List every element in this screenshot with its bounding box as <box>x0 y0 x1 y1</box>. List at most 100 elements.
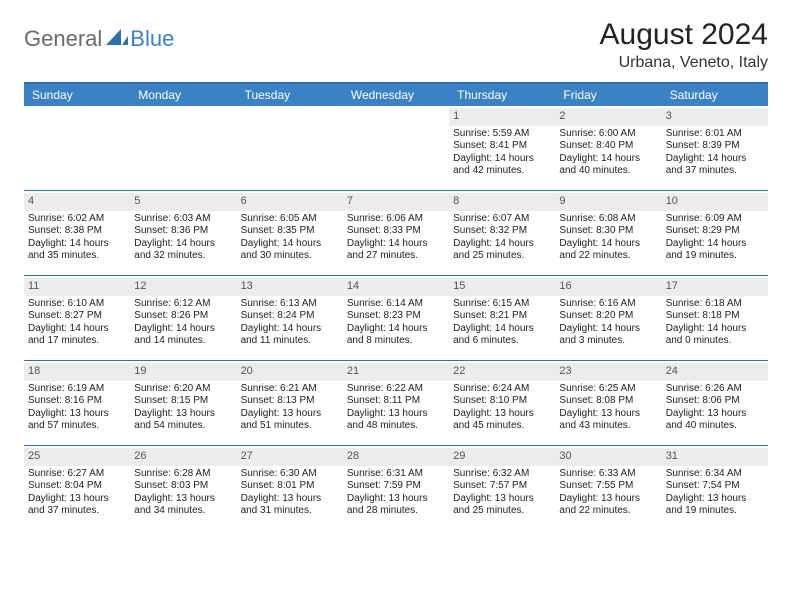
sunrise-text: Sunrise: 6:31 AM <box>347 468 445 481</box>
sunrise-text: Sunrise: 6:25 AM <box>559 383 657 396</box>
day-number: 13 <box>237 278 343 296</box>
calendar-day <box>24 106 130 190</box>
daylight-text: Daylight: 13 hours and 37 minutes. <box>28 493 126 518</box>
day-number: 30 <box>555 448 661 466</box>
calendar-day: 19Sunrise: 6:20 AMSunset: 8:15 PMDayligh… <box>130 361 236 445</box>
day-number: 20 <box>237 363 343 381</box>
calendar-day <box>343 106 449 190</box>
calendar-day: 6Sunrise: 6:05 AMSunset: 8:35 PMDaylight… <box>237 191 343 275</box>
daylight-text: Daylight: 13 hours and 34 minutes. <box>134 493 232 518</box>
calendar-day: 2Sunrise: 6:00 AMSunset: 8:40 PMDaylight… <box>555 106 661 190</box>
day-number: 27 <box>237 448 343 466</box>
calendar-day: 29Sunrise: 6:32 AMSunset: 7:57 PMDayligh… <box>449 446 555 530</box>
day-number: 6 <box>237 193 343 211</box>
sunset-text: Sunset: 8:41 PM <box>453 140 551 153</box>
sunrise-text: Sunrise: 6:33 AM <box>559 468 657 481</box>
calendar-day: 16Sunrise: 6:16 AMSunset: 8:20 PMDayligh… <box>555 276 661 360</box>
sunset-text: Sunset: 8:32 PM <box>453 225 551 238</box>
daylight-text: Daylight: 13 hours and 22 minutes. <box>559 493 657 518</box>
daylight-text: Daylight: 14 hours and 37 minutes. <box>666 153 764 178</box>
calendar-day: 4 Sunrise: 6:02 AMSunset: 8:38 PMDaylight… <box>24 191 130 275</box>
day-number: 9 <box>555 193 661 211</box>
sunrise-text: Sunrise: 6:07 AM <box>453 213 551 226</box>
sunrise-text: Sunrise: 6:02 AM <box>28 213 126 226</box>
sunset-text: Sunset: 8:20 PM <box>559 310 657 323</box>
daylight-text: Daylight: 14 hours and 30 minutes. <box>241 238 339 263</box>
calendar-day: 12Sunrise: 6:12 AMSunset: 8:26 PMDayligh… <box>130 276 236 360</box>
calendar-day: 11Sunrise: 6:10 AMSunset: 8:27 PMDayligh… <box>24 276 130 360</box>
sunrise-text: Sunrise: 6:34 AM <box>666 468 764 481</box>
calendar-day: 27 Sunrise: 6:30 AMSunset: 8:01 PMDayligh… <box>237 446 343 530</box>
daylight-text: Daylight: 13 hours and 45 minutes. <box>453 408 551 433</box>
sunset-text: Sunset: 8:01 PM <box>241 480 339 493</box>
daylight-text: Daylight: 13 hours and 51 minutes. <box>241 408 339 433</box>
day-number: 1 <box>449 108 555 126</box>
sunset-text: Sunset: 8:33 PM <box>347 225 445 238</box>
calendar-week: 1Sunrise: 5:59 AMSunset: 8:41 PMDaylight… <box>24 106 768 190</box>
sunrise-text: Sunrise: 6:14 AM <box>347 298 445 311</box>
day-number: 17 <box>662 278 768 296</box>
day-number: 12 <box>130 278 236 296</box>
sunset-text: Sunset: 8:38 PM <box>28 225 126 238</box>
logo: General Blue <box>24 26 174 52</box>
calendar-day: 28Sunrise: 6:31 AMSunset: 7:59 PMDayligh… <box>343 446 449 530</box>
day-number: 16 <box>555 278 661 296</box>
day-number: 4 <box>24 193 130 211</box>
day-number: 8 <box>449 193 555 211</box>
sunset-text: Sunset: 8:23 PM <box>347 310 445 323</box>
sunset-text: Sunset: 8:08 PM <box>559 395 657 408</box>
sunrise-text: Sunrise: 6:18 AM <box>666 298 764 311</box>
page-subtitle: Urbana, Veneto, Italy <box>600 54 768 72</box>
sunrise-text: Sunrise: 6:10 AM <box>28 298 126 311</box>
sunrise-text: Sunrise: 6:22 AM <box>347 383 445 396</box>
daylight-text: Daylight: 14 hours and 32 minutes. <box>134 238 232 263</box>
logo-text-general: General <box>24 26 102 52</box>
sunrise-text: Sunrise: 6:16 AM <box>559 298 657 311</box>
day-header: Saturday <box>662 84 768 106</box>
calendar-day: 26Sunrise: 6:28 AMSunset: 8:03 PMDayligh… <box>130 446 236 530</box>
calendar-day: 18Sunrise: 6:19 AMSunset: 8:16 PMDayligh… <box>24 361 130 445</box>
sunrise-text: Sunrise: 6:09 AM <box>666 213 764 226</box>
day-number: 11 <box>24 278 130 296</box>
calendar-week: 4Sunrise: 6:02 AMSunset: 8:38 PMDaylight… <box>24 190 768 275</box>
sunset-text: Sunset: 8:40 PM <box>559 140 657 153</box>
sunrise-text: Sunrise: 6:28 AM <box>134 468 232 481</box>
sunrise-text: Sunrise: 6:06 AM <box>347 213 445 226</box>
sunrise-text: Sunrise: 6:19 AM <box>28 383 126 396</box>
sunset-text: Sunset: 8:21 PM <box>453 310 551 323</box>
sunset-text: Sunset: 8:18 PM <box>666 310 764 323</box>
daylight-text: Daylight: 13 hours and 48 minutes. <box>347 408 445 433</box>
calendar-day <box>130 106 236 190</box>
calendar: SundayMondayTuesdayWednesdayThursdayFrid… <box>24 82 768 530</box>
calendar-day: 3Sunrise: 6:01 AMSunset: 8:39 PMDaylight… <box>662 106 768 190</box>
calendar-day: 24Sunrise: 6:26 AMSunset: 8:06 PMDayligh… <box>662 361 768 445</box>
day-number: 18 <box>24 363 130 381</box>
day-header: Sunday <box>24 84 130 106</box>
day-number: 3 <box>662 108 768 126</box>
day-number: 7 <box>343 193 449 211</box>
daylight-text: Daylight: 14 hours and 35 minutes. <box>28 238 126 263</box>
logo-text-blue: Blue <box>130 26 174 52</box>
day-header: Wednesday <box>343 84 449 106</box>
sunset-text: Sunset: 8:36 PM <box>134 225 232 238</box>
calendar-day: 10Sunrise: 6:09 AMSunset: 8:29 PMDayligh… <box>662 191 768 275</box>
title-block: August 2024 Urbana, Veneto, Italy <box>600 18 768 72</box>
sunset-text: Sunset: 8:15 PM <box>134 395 232 408</box>
daylight-text: Daylight: 14 hours and 0 minutes. <box>666 323 764 348</box>
sunset-text: Sunset: 8:26 PM <box>134 310 232 323</box>
sunrise-text: Sunrise: 6:30 AM <box>241 468 339 481</box>
day-number: 26 <box>130 448 236 466</box>
sunrise-text: Sunrise: 6:27 AM <box>28 468 126 481</box>
sunset-text: Sunset: 8:39 PM <box>666 140 764 153</box>
calendar-day: 5Sunrise: 6:03 AMSunset: 8:36 PMDaylight… <box>130 191 236 275</box>
calendar-day: 15Sunrise: 6:15 AMSunset: 8:21 PMDayligh… <box>449 276 555 360</box>
calendar-day: 20Sunrise: 6:21 AMSunset: 8:13 PMDayligh… <box>237 361 343 445</box>
calendar-day: 25Sunrise: 6:27 AMSunset: 8:04 PMDayligh… <box>24 446 130 530</box>
daylight-text: Daylight: 13 hours and 31 minutes. <box>241 493 339 518</box>
sunset-text: Sunset: 8:30 PM <box>559 225 657 238</box>
logo-sail-icon <box>106 27 128 52</box>
sunrise-text: Sunrise: 6:24 AM <box>453 383 551 396</box>
daylight-text: Daylight: 14 hours and 42 minutes. <box>453 153 551 178</box>
daylight-text: Daylight: 13 hours and 28 minutes. <box>347 493 445 518</box>
day-number: 22 <box>449 363 555 381</box>
